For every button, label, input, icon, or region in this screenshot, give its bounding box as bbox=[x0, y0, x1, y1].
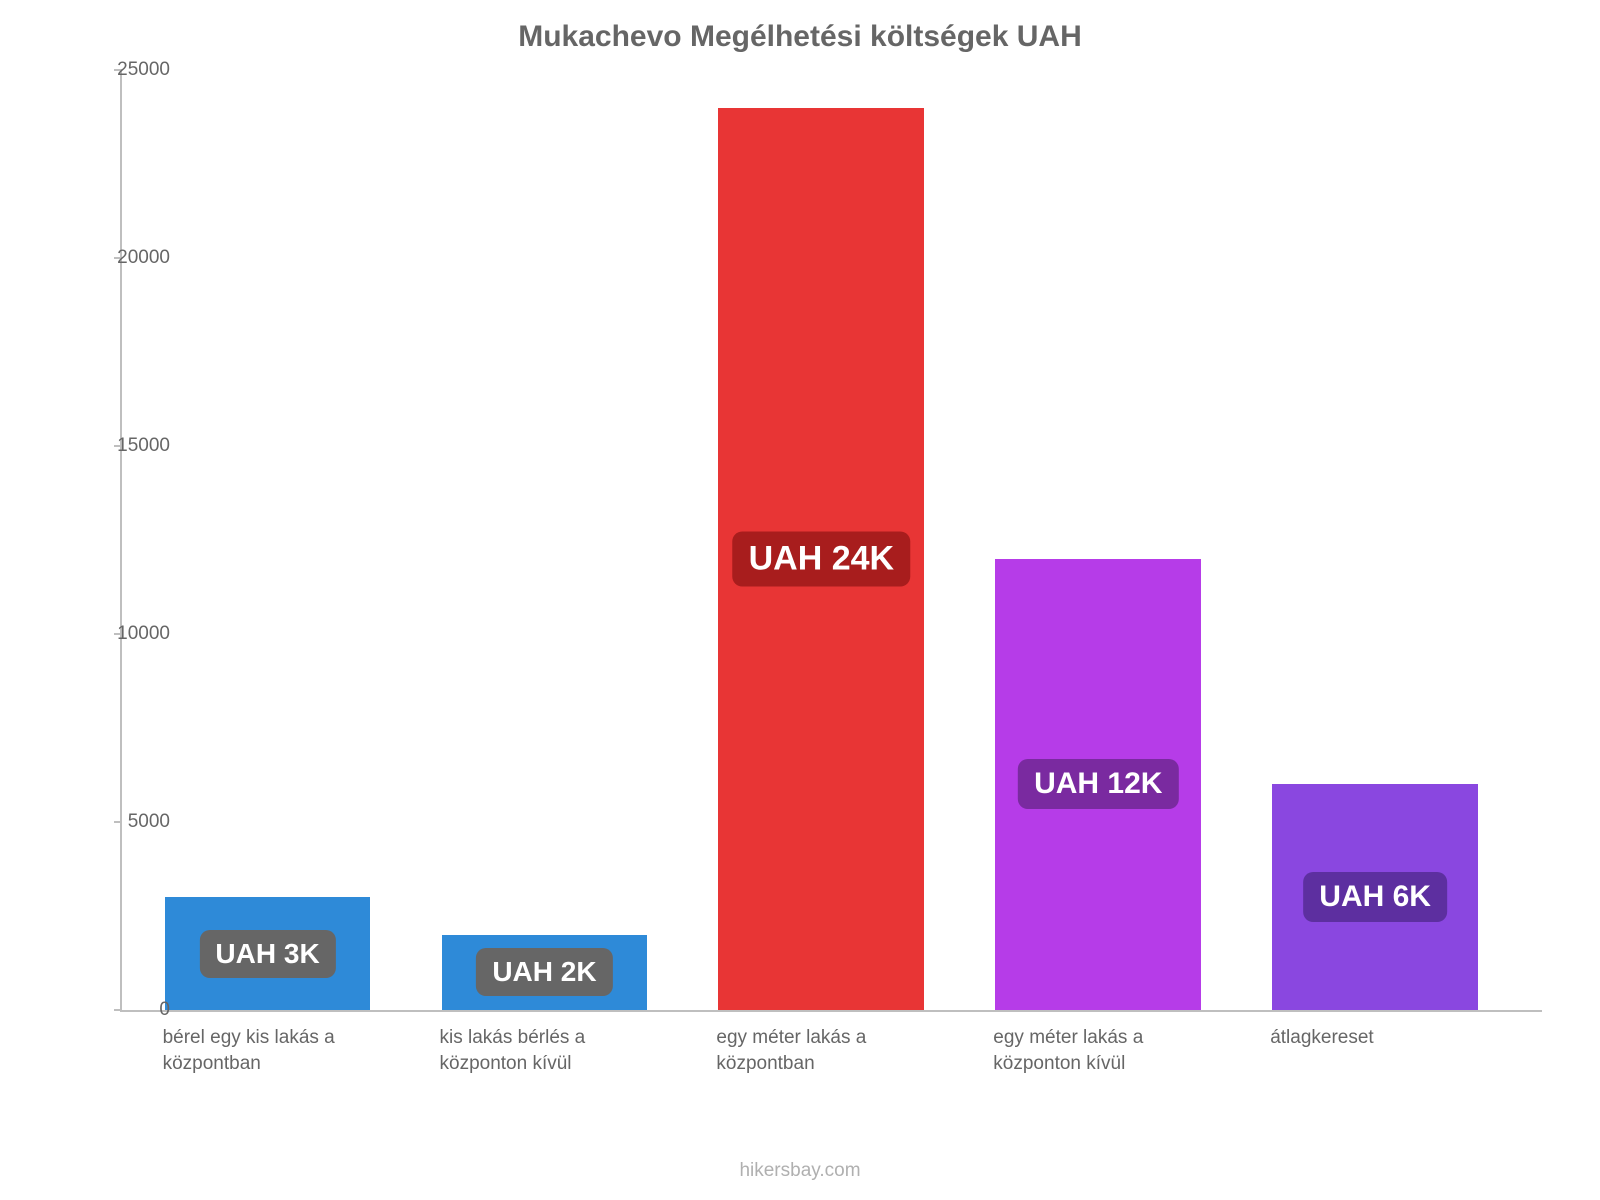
y-tick-label: 25000 bbox=[110, 59, 170, 81]
source-credit: hikersbay.com bbox=[0, 1160, 1600, 1182]
category-label: kis lakás bérlés a központon kívül bbox=[440, 1025, 660, 1076]
y-tick-label: 15000 bbox=[110, 435, 170, 457]
category-label: egy méter lakás a központon kívül bbox=[993, 1025, 1213, 1076]
chart-title: Mukachevo Megélhetési költségek UAH bbox=[0, 20, 1600, 54]
y-tick-label: 10000 bbox=[110, 623, 170, 645]
plot-area: UAH 3K UAH 2K UAH 24K UAH 12K UAH 6K bbox=[120, 70, 1542, 1012]
category-label: egy méter lakás a központban bbox=[716, 1025, 936, 1076]
y-tick-label: 0 bbox=[110, 999, 170, 1021]
y-tick-label: 5000 bbox=[110, 811, 170, 833]
value-badge: UAH 24K bbox=[733, 531, 910, 586]
y-tick-label: 20000 bbox=[110, 247, 170, 269]
value-badge: UAH 3K bbox=[199, 930, 335, 978]
value-badge: UAH 2K bbox=[476, 948, 612, 996]
category-label: bérel egy kis lakás a központban bbox=[163, 1025, 383, 1076]
value-badge: UAH 12K bbox=[1018, 759, 1178, 809]
value-badge: UAH 6K bbox=[1303, 872, 1447, 922]
chart-container: Mukachevo Megélhetési költségek UAH UAH … bbox=[0, 0, 1600, 1200]
category-label: átlagkereset bbox=[1270, 1025, 1490, 1051]
